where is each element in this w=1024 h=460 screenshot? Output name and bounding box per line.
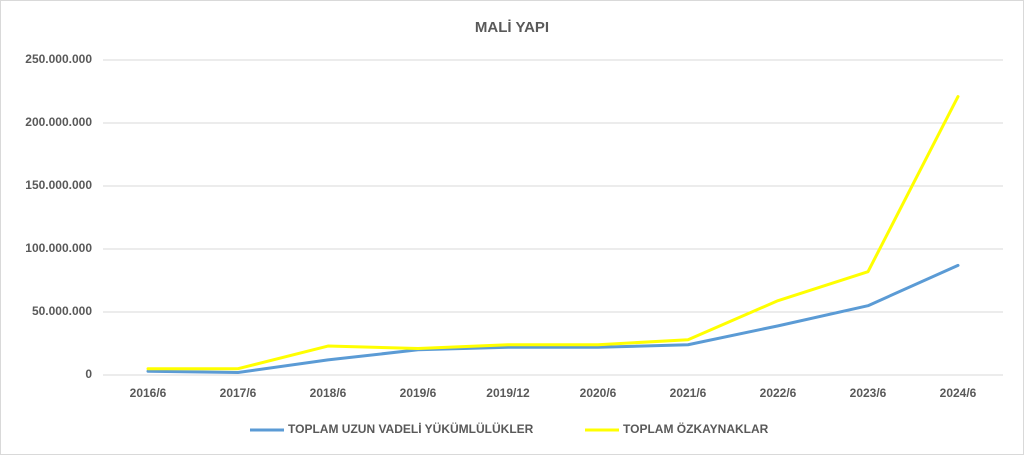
- chart-title: MALİ YAPI: [475, 19, 549, 36]
- x-tick-label: 2024/6: [940, 386, 977, 400]
- y-tick-label: 150.000.000: [25, 178, 92, 192]
- x-tick-label: 2017/6: [220, 386, 257, 400]
- x-tick-label: 2018/6: [310, 386, 347, 400]
- legend-label: TOPLAM ÖZKAYNAKLAR: [623, 421, 769, 436]
- series-line: [146, 95, 960, 371]
- y-tick-label: 100.000.000: [25, 241, 92, 255]
- x-tick-label: 2020/6: [580, 386, 617, 400]
- y-tick-label: 50.000.000: [32, 304, 92, 318]
- series-line: [146, 263, 960, 374]
- legend-label: TOPLAM UZUN VADELİ YÜKÜMLÜLÜKLER: [288, 421, 534, 436]
- x-tick-label: 2019/12: [486, 386, 530, 400]
- x-tick-label: 2023/6: [850, 386, 887, 400]
- x-tick-label: 2021/6: [670, 386, 707, 400]
- x-tick-label: 2022/6: [760, 386, 797, 400]
- y-tick-label: 200.000.000: [25, 115, 92, 129]
- y-tick-label: 0: [85, 367, 92, 381]
- y-tick-label: 250.000.000: [25, 52, 92, 66]
- x-tick-label: 2019/6: [400, 386, 437, 400]
- x-tick-label: 2016/6: [130, 386, 167, 400]
